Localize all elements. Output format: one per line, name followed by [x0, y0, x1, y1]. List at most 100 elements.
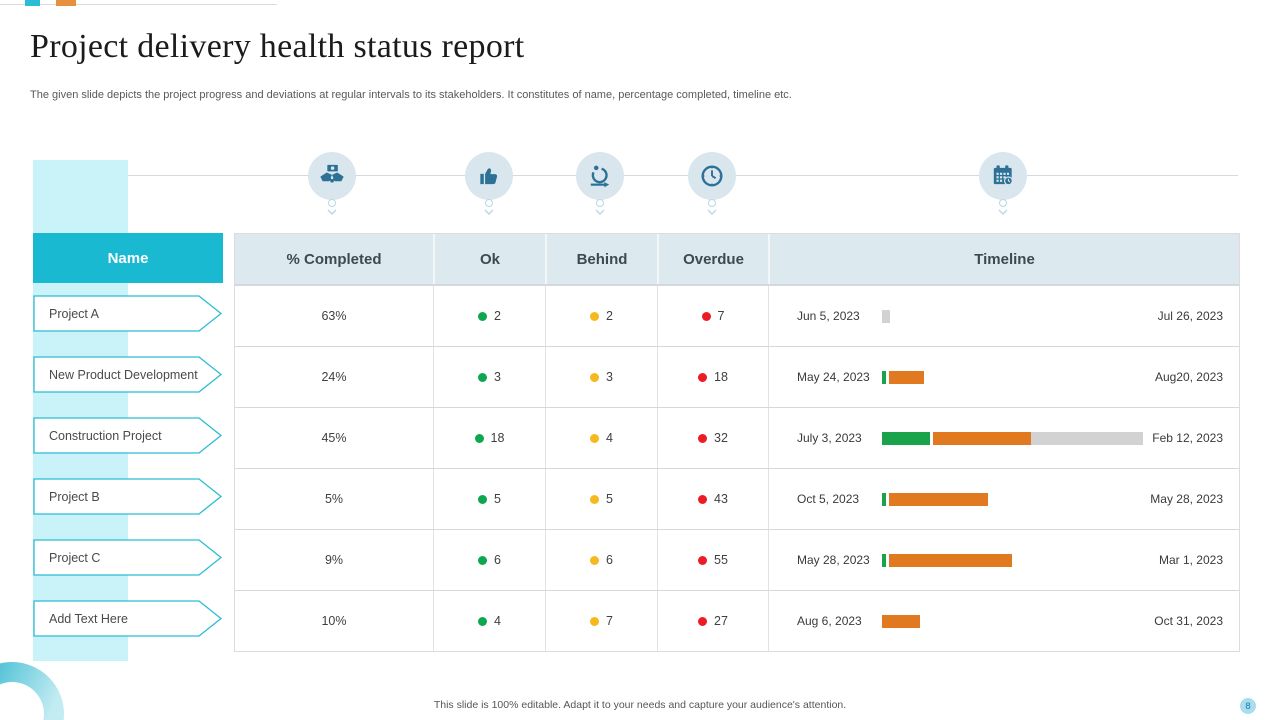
- connector-marker: [576, 199, 624, 215]
- timeline-bar-orange: [933, 431, 1031, 445]
- connector-marker: [465, 199, 513, 215]
- timeline-bars: [882, 408, 1143, 468]
- marker-circle: [708, 199, 716, 207]
- overdue-status-dot: [698, 494, 708, 504]
- ok-status-dot: [478, 311, 488, 321]
- chevron-down-icon: [327, 209, 337, 215]
- ok-count: 2: [494, 309, 501, 323]
- overdue-count: 43: [714, 492, 728, 506]
- timeline-bars: [882, 469, 988, 529]
- completed-cell: 9%: [324, 553, 344, 567]
- project-name-label: New Product Development: [49, 367, 198, 382]
- table-row: 45% 18 4 32 July 3, 2023 Feb 12, 2023: [235, 407, 1239, 468]
- project-label-arrow[interactable]: Project C: [33, 539, 223, 576]
- completed-cell: 10%: [321, 614, 347, 628]
- behind-cell: 2: [545, 286, 657, 346]
- project-label-arrow[interactable]: Construction Project: [33, 417, 223, 454]
- corner-ring-decoration: [0, 662, 64, 720]
- table-row: 10% 4 7 27 Aug 6, 2023 Oct 31, 2023: [235, 590, 1239, 651]
- status-table: % Completed Ok Behind Overdue Timeline 6…: [234, 233, 1240, 652]
- behind-count: 7: [606, 614, 613, 628]
- project-label-arrow[interactable]: New Product Development: [33, 356, 223, 393]
- ok-count: 4: [494, 614, 501, 628]
- header-completed: % Completed: [286, 250, 382, 268]
- arrow-shape: [33, 478, 223, 515]
- timeline-bar-orange: [889, 370, 924, 384]
- overdue-count: 32: [714, 431, 728, 445]
- project-name-label: Project C: [49, 550, 101, 565]
- ok-cell: 3: [433, 347, 545, 407]
- completed-cell: 63%: [321, 309, 347, 323]
- end-date: Feb 12, 2023: [1152, 431, 1223, 445]
- timeline-cell: Jun 5, 2023 Jul 26, 2023: [768, 286, 1239, 346]
- timeline-bars: [882, 347, 924, 407]
- chevron-down-icon: [595, 209, 605, 215]
- timeline-bar-orange: [889, 492, 988, 506]
- overdue-count: 55: [714, 553, 728, 567]
- project-label-arrow[interactable]: Project B: [33, 478, 223, 515]
- thumbs-up-icon: [465, 152, 513, 200]
- arrow-shape: [33, 356, 223, 393]
- project-label-arrow[interactable]: Add Text Here: [33, 600, 223, 637]
- start-date: May 28, 2023: [797, 553, 870, 567]
- marker-circle: [485, 199, 493, 207]
- timeline-cell: May 24, 2023 Aug20, 2023: [768, 347, 1239, 407]
- project-name-label: Project B: [49, 489, 100, 504]
- project-label-arrow[interactable]: Project A: [33, 295, 223, 332]
- marker-circle: [328, 199, 336, 207]
- name-column-header: Name: [33, 233, 223, 283]
- page-number-badge: 8: [1240, 698, 1256, 714]
- behind-cell: 7: [545, 591, 657, 651]
- header-timeline: Timeline: [768, 234, 1239, 284]
- table-row: 24% 3 3 18 May 24, 2023 Aug20, 2023: [235, 346, 1239, 407]
- overdue-cell: 27: [657, 591, 768, 651]
- arrow-shape: [33, 417, 223, 454]
- footer-note: This slide is 100% editable. Adapt it to…: [433, 699, 847, 711]
- ok-cell: 6: [433, 530, 545, 590]
- ok-count: 3: [494, 370, 501, 384]
- connector-marker: [308, 199, 356, 215]
- ok-status-dot: [474, 433, 484, 443]
- behind-cell: 3: [545, 347, 657, 407]
- overdue-count: 27: [714, 614, 728, 628]
- ok-count: 18: [490, 431, 505, 445]
- behind-count: 6: [606, 553, 613, 567]
- connector-marker: [979, 199, 1027, 215]
- overdue-cell: 32: [657, 408, 768, 468]
- completed-cell: 45%: [321, 431, 347, 445]
- end-date: Jul 26, 2023: [1157, 309, 1223, 323]
- timeline-cell: July 3, 2023 Feb 12, 2023: [768, 408, 1239, 468]
- behind-status-dot: [590, 616, 600, 626]
- arrow-shape: [33, 600, 223, 637]
- completed-cell: 24%: [321, 370, 347, 384]
- behind-status-dot: [590, 372, 600, 382]
- ok-cell: 2: [433, 286, 545, 346]
- behind-status-dot: [590, 555, 600, 565]
- end-date: May 28, 2023: [1150, 492, 1223, 506]
- timeline-bar-orange: [889, 553, 1012, 567]
- ok-status-dot: [478, 494, 488, 504]
- project-name-label: Project A: [49, 306, 100, 321]
- timeline-cell: May 28, 2023 Mar 1, 2023: [768, 530, 1239, 590]
- overdue-cell: 43: [657, 469, 768, 529]
- overdue-status-dot: [698, 616, 708, 626]
- overdue-status-dot: [701, 311, 711, 321]
- logo-mark-orange: [56, 0, 76, 6]
- handshake-icon: [308, 152, 356, 200]
- overdue-count: 7: [717, 309, 725, 323]
- chevron-down-icon: [484, 209, 494, 215]
- page-subtitle: The given slide depicts the project prog…: [30, 89, 792, 101]
- behind-count: 2: [606, 309, 613, 323]
- header-ok: Ok: [433, 234, 545, 284]
- overdue-cell: 55: [657, 530, 768, 590]
- behind-count: 5: [606, 492, 613, 506]
- ok-status-dot: [478, 555, 488, 565]
- behind-cell: 6: [545, 530, 657, 590]
- ok-cell: 5: [433, 469, 545, 529]
- ok-status-dot: [478, 372, 488, 382]
- chevron-down-icon: [998, 209, 1008, 215]
- behind-cell: 4: [545, 408, 657, 468]
- header-overdue: Overdue: [657, 234, 768, 284]
- ok-count: 5: [494, 492, 501, 506]
